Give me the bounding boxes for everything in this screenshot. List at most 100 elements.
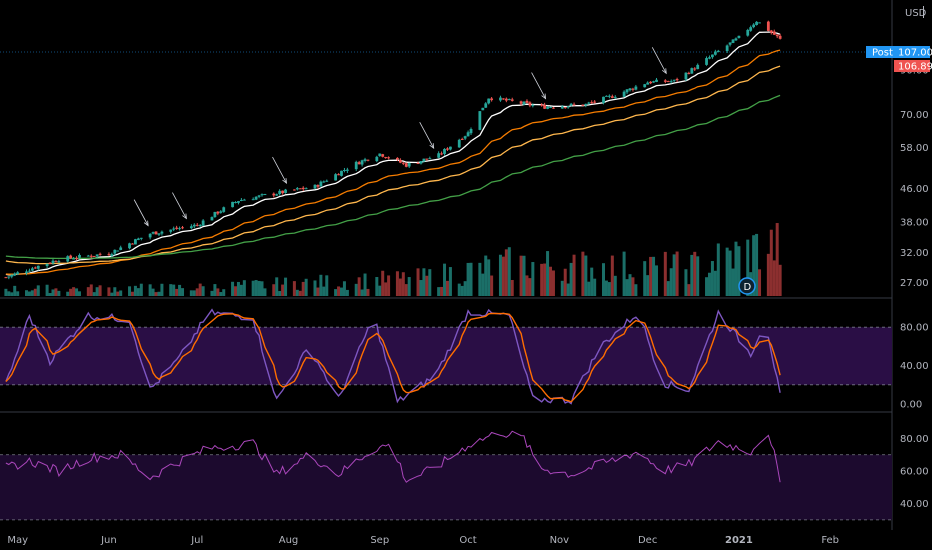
volume-bar — [387, 275, 391, 296]
candle-body — [172, 228, 176, 230]
candle-body — [7, 276, 11, 278]
candle-body — [98, 253, 102, 255]
candle-body — [566, 106, 570, 108]
candle-body — [569, 103, 573, 106]
volume-bar — [337, 286, 341, 296]
volume-bar — [181, 288, 185, 296]
dividend-letter: D — [744, 282, 752, 293]
candle-body — [78, 254, 81, 258]
candle-body — [696, 64, 700, 70]
volume-bar — [316, 287, 320, 296]
annotation-arrowhead — [429, 143, 435, 150]
candle-body — [154, 231, 158, 235]
candle-body — [260, 194, 264, 196]
last-price-bg — [894, 60, 930, 72]
candle-body — [778, 35, 782, 39]
volume-bar — [769, 229, 773, 296]
volume-bar — [445, 280, 449, 296]
candle-body — [504, 98, 508, 101]
candle-body — [446, 148, 449, 150]
candle-body — [404, 163, 408, 167]
volume-bar — [10, 292, 14, 296]
candle-body — [28, 270, 31, 272]
volume-bar — [540, 263, 544, 296]
candle-body — [428, 158, 432, 160]
candle-body — [213, 211, 217, 218]
candle-body — [304, 188, 308, 190]
volume-bar — [593, 278, 597, 296]
candle-body — [443, 148, 446, 154]
candle-body — [160, 231, 164, 234]
candle-body — [337, 174, 340, 176]
volume-bar — [201, 286, 205, 296]
volume-bar — [690, 254, 694, 296]
annotation-arrow — [172, 192, 187, 219]
volume-bar — [189, 290, 193, 296]
rsi-tick-label: 40.00 — [900, 499, 929, 510]
volume-bar — [160, 283, 164, 296]
candle-body — [663, 80, 667, 82]
candle-body — [772, 31, 776, 35]
volume-bar — [437, 287, 441, 296]
volume-bar — [634, 284, 638, 296]
volume-bar — [169, 284, 173, 296]
volume-bar — [354, 283, 358, 296]
candle-body — [139, 237, 143, 239]
volume-bar — [746, 239, 750, 296]
volume-bar — [345, 289, 349, 296]
candle-body — [622, 91, 626, 97]
volume-bar — [239, 284, 243, 296]
volume-bar — [560, 280, 564, 296]
month-tick-label: Jul — [190, 535, 203, 546]
candle-body — [281, 190, 285, 194]
candle-body — [605, 95, 608, 97]
volume-bar — [151, 288, 155, 296]
volume-bar — [139, 283, 143, 296]
volume-bar — [133, 285, 137, 296]
candle-body — [758, 22, 761, 24]
candle-body — [628, 88, 632, 91]
volume-bar — [342, 281, 346, 296]
volume-bar — [440, 286, 444, 296]
stoch-tick-label: 40.00 — [900, 361, 929, 372]
volume-bar — [728, 250, 732, 296]
candle-body — [13, 273, 17, 276]
volume-bar — [154, 292, 158, 296]
candle-body — [313, 184, 317, 189]
volume-bar — [257, 280, 261, 296]
annotation-arrow — [651, 47, 667, 74]
candle-body — [607, 95, 611, 97]
volume-bar — [222, 289, 226, 296]
month-tick-label: Feb — [821, 535, 839, 546]
stoch-k-line — [5, 308, 781, 405]
volume-bar — [251, 280, 255, 296]
ema-short-line — [5, 31, 781, 276]
candle-body — [669, 81, 673, 83]
volume-bar — [675, 251, 679, 296]
dividend-marker[interactable]: D — [738, 277, 756, 295]
volume-bar — [30, 290, 34, 296]
candle-body — [334, 174, 338, 181]
candle-body — [528, 102, 532, 106]
candle-body — [646, 82, 650, 85]
candle-body — [746, 29, 750, 36]
candle-body — [510, 99, 514, 101]
volume-bar — [643, 261, 647, 296]
volume-bar — [766, 253, 770, 296]
volume-bar — [45, 284, 49, 296]
post-price-bg — [894, 46, 930, 58]
candle-body — [711, 54, 714, 58]
candle-body — [278, 190, 282, 195]
volume-bar — [172, 284, 176, 296]
candle-body — [363, 159, 367, 161]
volume-bar — [652, 256, 656, 296]
volume-bar — [569, 262, 573, 296]
volume-bar — [119, 290, 123, 296]
volume-bar — [48, 293, 52, 296]
volume-bar — [395, 271, 399, 296]
candle-body — [366, 159, 370, 161]
candle-body — [92, 255, 96, 257]
volume-bar — [528, 278, 532, 296]
candle-body — [345, 169, 349, 171]
